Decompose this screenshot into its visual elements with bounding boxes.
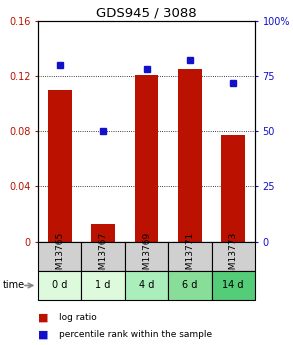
Text: GSM13773: GSM13773 — [229, 231, 238, 281]
Text: ■: ■ — [38, 330, 49, 339]
Text: GSM13765: GSM13765 — [55, 231, 64, 281]
Text: 0 d: 0 d — [52, 280, 67, 290]
Text: GSM13771: GSM13771 — [185, 231, 194, 281]
Text: 1 d: 1 d — [96, 280, 111, 290]
Bar — [38, 241, 81, 271]
Bar — [125, 271, 168, 300]
Bar — [48, 90, 72, 242]
Bar — [212, 241, 255, 271]
Text: log ratio: log ratio — [59, 313, 96, 322]
Text: 4 d: 4 d — [139, 280, 154, 290]
Bar — [221, 135, 245, 242]
Text: percentile rank within the sample: percentile rank within the sample — [59, 330, 212, 339]
Bar — [81, 241, 125, 271]
Bar — [81, 271, 125, 300]
Title: GDS945 / 3088: GDS945 / 3088 — [96, 7, 197, 20]
Bar — [168, 271, 212, 300]
Text: GSM13767: GSM13767 — [99, 231, 108, 281]
Bar — [168, 241, 212, 271]
Bar — [178, 69, 202, 241]
Text: time: time — [3, 280, 25, 290]
Bar — [134, 75, 159, 242]
Bar — [212, 271, 255, 300]
Text: 14 d: 14 d — [222, 280, 244, 290]
Text: ■: ■ — [38, 313, 49, 322]
Text: GSM13769: GSM13769 — [142, 231, 151, 281]
Bar — [38, 271, 81, 300]
Bar — [125, 241, 168, 271]
Text: 6 d: 6 d — [182, 280, 197, 290]
Bar — [91, 224, 115, 241]
